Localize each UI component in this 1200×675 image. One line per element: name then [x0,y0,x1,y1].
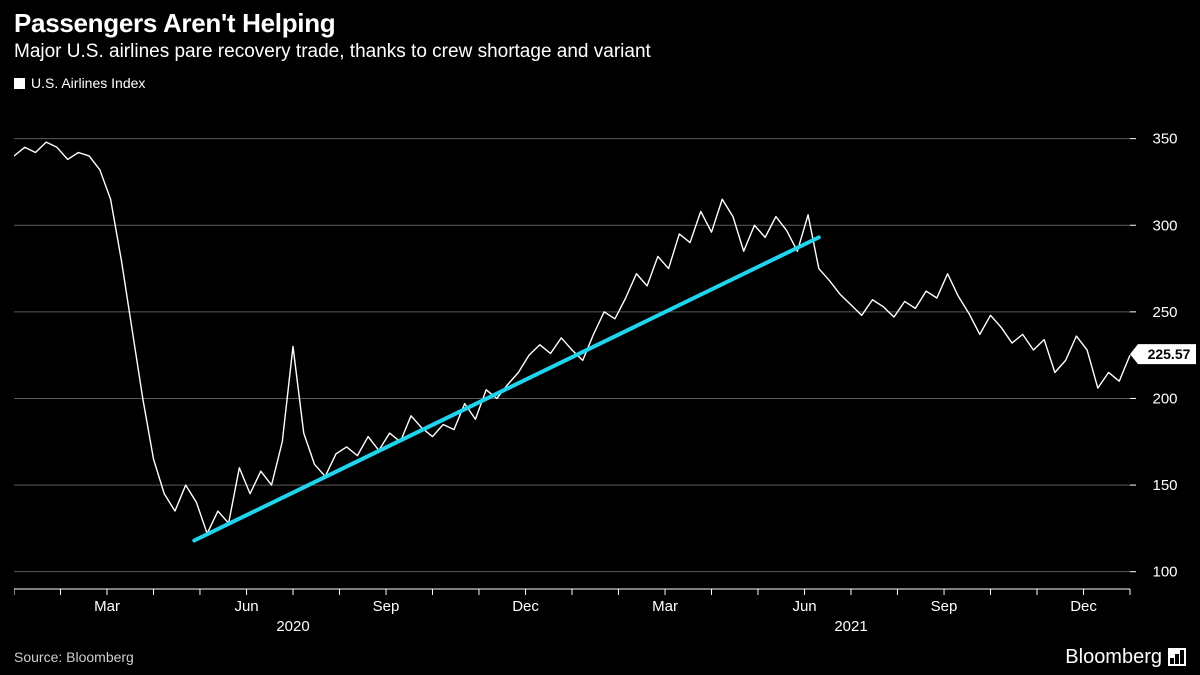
chart-subtitle: Major U.S. airlines pare recovery trade,… [0,39,1200,69]
x-year-label: 2020 [276,618,309,635]
chart-title: Passengers Aren't Helping [0,0,1200,39]
y-tick-label: 350 [1152,131,1177,148]
x-year-label: 2021 [834,618,867,635]
x-month-label: Mar [94,598,120,615]
x-month-label: Dec [512,598,539,615]
chart-legend: U.S. Airlines Index [0,69,1200,95]
y-tick-label: 150 [1152,477,1177,494]
line-chart: 100 150 200 250 300 350 Mar Jun Sep Dec Mar Jun Sep D… [14,96,1200,639]
x-month-label: Dec [1070,598,1097,615]
y-tick-label: 250 [1152,304,1177,321]
x-month-label: Jun [234,598,258,615]
y-tick-label: 200 [1152,390,1177,407]
legend-marker [14,78,25,89]
x-month-label: Jun [792,598,816,615]
series-line [14,142,1130,533]
brand-icon [1168,648,1186,666]
chart-footer: Source: Bloomberg Bloomberg [0,645,1200,675]
brand-text: Bloomberg [1065,646,1162,669]
x-month-label: Sep [373,598,400,615]
last-value-text: 225.57 [1148,346,1191,362]
x-month-label: Mar [652,598,678,615]
source-text: Source: Bloomberg [14,649,134,665]
legend-label: U.S. Airlines Index [31,75,145,91]
y-tick-label: 100 [1152,564,1177,581]
y-tick-label: 300 [1152,217,1177,234]
chart-area: 100 150 200 250 300 350 Mar Jun Sep Dec Mar Jun Sep D… [14,96,1200,639]
brand-label: Bloomberg [1065,646,1186,669]
x-month-label: Sep [931,598,958,615]
